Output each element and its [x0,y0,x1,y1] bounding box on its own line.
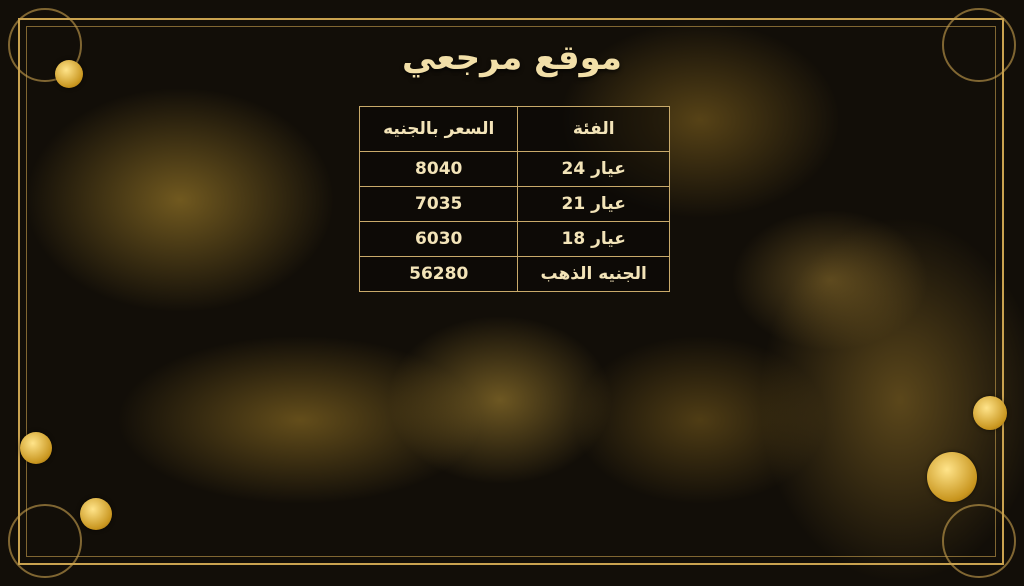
cell-category: عيار 18 [517,221,670,257]
gold-coin-icon [80,498,112,530]
gold-coin-icon [20,432,52,464]
table-header-row: الفئة السعر بالجنيه [358,106,670,152]
decorative-inner-frame [26,26,996,557]
gold-coin-icon [927,452,977,502]
gold-price-table: الفئة السعر بالجنيه عيار 24 8040 عيار 21… [358,106,670,292]
cell-category: الجنيه الذهب [517,256,670,292]
cell-price: 7035 [358,186,519,222]
gold-coin-icon [55,60,83,88]
corner-ornament-icon [8,504,82,578]
cell-category: عيار 21 [517,186,670,222]
corner-ornament-icon [8,8,82,82]
cell-price: 56280 [358,256,519,292]
header-price: السعر بالجنيه [358,106,519,152]
header-category: الفئة [517,106,670,152]
corner-ornament-icon [942,8,1016,82]
decorative-frame [18,18,1004,565]
gold-coin-icon [973,396,1007,430]
corner-ornament-icon [942,504,1016,578]
cell-price: 6030 [358,221,519,257]
table-row: عيار 24 8040 [358,151,670,187]
cell-price: 8040 [358,151,519,187]
table-row: الجنيه الذهب 56280 [358,256,670,292]
table-row: عيار 18 6030 [358,221,670,257]
table-row: عيار 21 7035 [358,186,670,222]
cell-category: عيار 24 [517,151,670,187]
page-title: موقع مرجعي [402,38,622,78]
